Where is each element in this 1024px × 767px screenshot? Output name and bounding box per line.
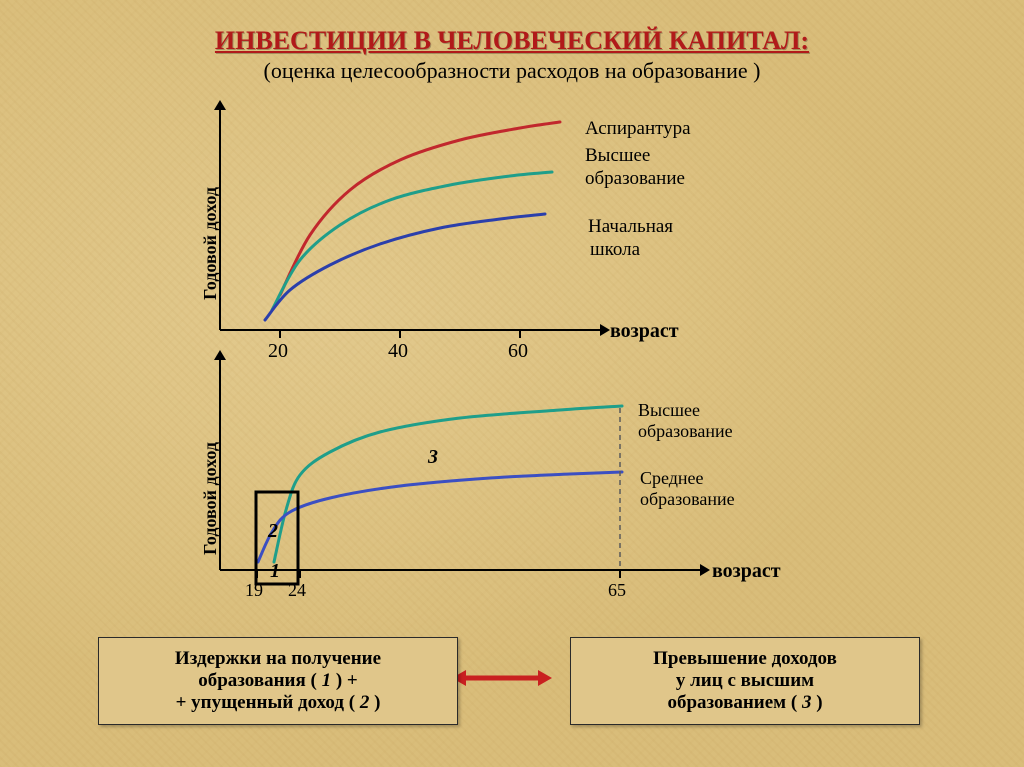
cost-line1: Издержки на получение <box>113 648 443 670</box>
cost-l3a: + упущенный доход ( <box>176 692 360 713</box>
chart2-tick: 65 <box>608 580 626 601</box>
cost-l2b: 1 <box>322 670 332 691</box>
chart1-legend: образование <box>585 168 685 190</box>
chart2-ylabel: Годовой доход <box>200 442 221 555</box>
cost-box: Издержки на получение образования ( 1 ) … <box>98 637 458 725</box>
chart2-mark: 3 <box>428 446 438 469</box>
chart1-legend: Начальная <box>588 216 673 238</box>
chart1-ylabel: Годовой доход <box>200 187 221 300</box>
chart1-tick: 40 <box>388 340 408 363</box>
cost-l3b: 2 <box>360 692 370 713</box>
cost-l3c: ) <box>369 692 380 713</box>
ben-l3a: образованием ( <box>667 692 801 713</box>
chart2-legend: Среднее <box>640 468 704 489</box>
chart2-mark: 1 <box>270 560 280 583</box>
chart1-legend: Высшее <box>585 145 650 167</box>
chart1-legend: школа <box>590 239 640 261</box>
ben-l3c: ) <box>811 692 822 713</box>
cost-line3: + упущенный доход ( 2 ) <box>113 692 443 714</box>
cost-l2c: ) + <box>331 670 358 691</box>
cost-line2: образования ( 1 ) + <box>113 670 443 692</box>
chart2-legend: Высшее <box>638 400 700 421</box>
chart1-legend: Аспирантура <box>585 118 691 140</box>
benefit-line3: образованием ( 3 ) <box>585 692 905 714</box>
chart2-xlabel: возраст <box>712 560 781 583</box>
benefit-line2: у лиц с высшим <box>585 670 905 692</box>
chart1-xlabel: возраст <box>610 320 679 343</box>
benefit-line1: Превышение доходов <box>585 648 905 670</box>
chart1-tick: 20 <box>268 340 288 363</box>
cost-l2a: образования ( <box>198 670 321 691</box>
chart2-legend: образование <box>638 421 733 442</box>
chart2-legend: образование <box>640 489 735 510</box>
chart2-mark: 2 <box>268 520 278 543</box>
chart1-tick: 60 <box>508 340 528 363</box>
chart2-tick: 24 <box>288 580 306 601</box>
chart2-tick: 19 <box>245 580 263 601</box>
benefit-box: Превышение доходов у лиц с высшим образо… <box>570 637 920 725</box>
